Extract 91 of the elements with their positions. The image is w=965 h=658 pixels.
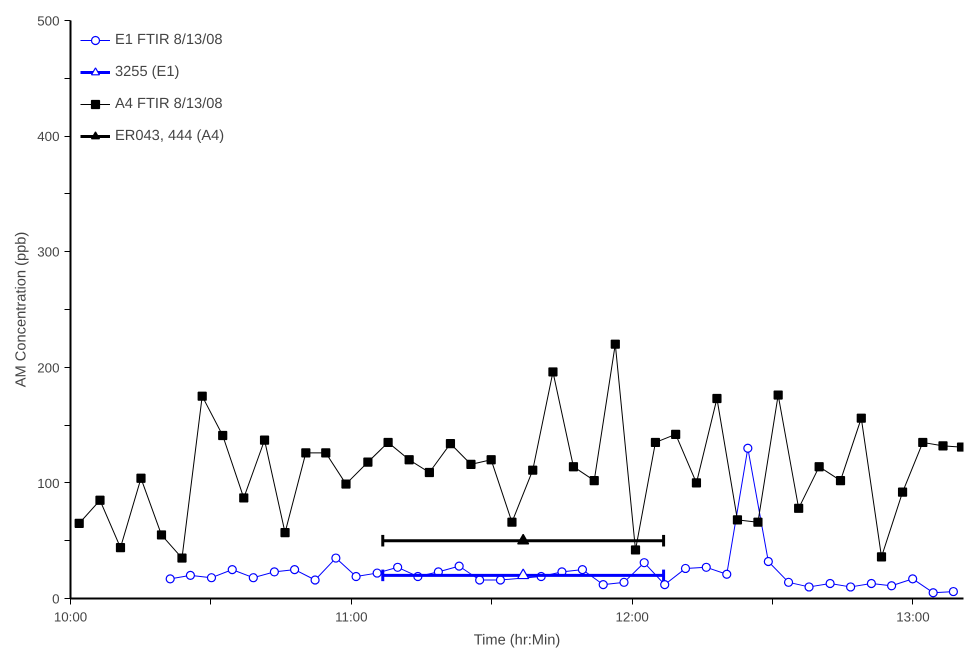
point (486, 455, 496, 464)
point (186, 570, 196, 580)
point (692, 478, 702, 488)
x-tick-label: 10:00 (54, 610, 88, 624)
point (446, 438, 456, 448)
point (836, 476, 846, 486)
point (239, 493, 248, 503)
point (619, 578, 629, 587)
point (753, 518, 763, 527)
point (321, 448, 330, 458)
point (804, 582, 814, 592)
x-tick-label: 13:00 (896, 610, 930, 624)
y-tick-label: 500 (37, 14, 60, 28)
point (260, 436, 270, 445)
y-tick-label: 300 (37, 244, 60, 260)
point (630, 545, 640, 555)
point (784, 578, 794, 587)
point (270, 567, 279, 577)
point (351, 572, 361, 582)
y-tick-label: 400 (37, 129, 60, 144)
legend-label: A4 FTIR 8/13/08 (115, 96, 223, 112)
legend-label: 3255 (E1) (115, 64, 180, 80)
legend-label: ER043, 444 (A4) (115, 128, 224, 144)
y-tick-label: 100 (37, 476, 60, 491)
point (814, 462, 824, 472)
point (301, 448, 310, 458)
point (228, 565, 237, 574)
point (454, 562, 464, 571)
point (528, 466, 538, 475)
point (248, 573, 258, 582)
point (363, 457, 372, 467)
point (610, 340, 620, 349)
point (598, 580, 608, 590)
point (908, 574, 918, 584)
point (166, 574, 175, 584)
point (856, 414, 866, 423)
legend-label: E1 FTIR 8/13/08 (115, 32, 223, 48)
point (218, 430, 228, 440)
point (424, 468, 434, 478)
y-tick-label: 0 (52, 592, 60, 606)
point (578, 565, 588, 574)
point (898, 488, 908, 497)
point (177, 553, 187, 563)
point (671, 430, 680, 439)
point (660, 580, 670, 590)
point (794, 504, 804, 513)
x-axis-title: Time (hr:Min) (474, 632, 560, 648)
point (74, 518, 84, 528)
point (938, 441, 948, 451)
point (743, 444, 752, 453)
point (887, 581, 896, 590)
point (732, 515, 742, 524)
x-tick-label: 11:00 (335, 610, 368, 624)
point (341, 479, 351, 489)
point (640, 558, 649, 568)
point (846, 582, 856, 592)
point (384, 438, 393, 448)
point (774, 390, 783, 400)
point (928, 588, 938, 598)
y-axis-title: AM Concentration (ppb) (13, 232, 30, 388)
point (702, 562, 711, 572)
point (393, 562, 402, 572)
point (331, 553, 340, 563)
point (198, 392, 207, 401)
point (590, 476, 599, 486)
point (548, 367, 558, 377)
point (290, 565, 300, 574)
point (95, 496, 105, 505)
point (466, 460, 476, 470)
point (948, 586, 958, 596)
point (280, 528, 290, 538)
point (764, 556, 773, 566)
point (722, 570, 732, 579)
point (372, 568, 382, 578)
y-tick-label: 200 (37, 360, 60, 376)
point (310, 575, 320, 585)
point (918, 438, 928, 448)
point (116, 543, 126, 552)
point (866, 578, 876, 588)
x-tick-label: 12:00 (615, 610, 649, 624)
point (568, 462, 578, 472)
point (876, 552, 886, 562)
point (507, 518, 517, 527)
point (206, 573, 216, 582)
point (826, 578, 835, 588)
point (680, 564, 690, 574)
point (650, 438, 660, 448)
point (404, 455, 414, 464)
point (156, 530, 166, 540)
point (136, 474, 146, 483)
point (712, 394, 722, 404)
